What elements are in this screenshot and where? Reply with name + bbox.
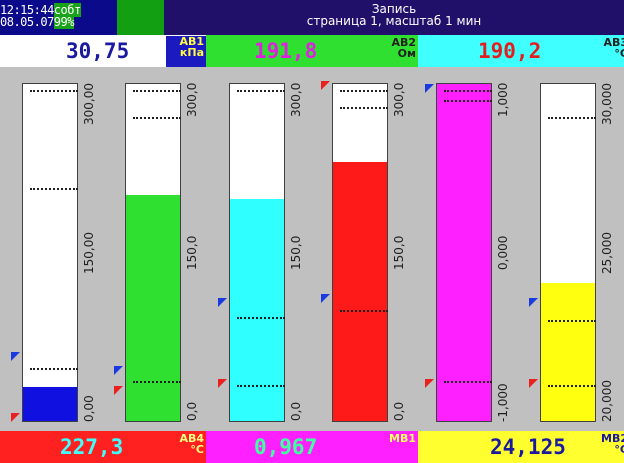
dotted-level-ab2 [133,116,181,119]
tag-ab3-name: АВ3 [603,36,624,49]
tag-mb2-name: МВ2 [601,432,624,445]
value-ab1: 30,75 [66,39,130,63]
scale-label-ab3: 150,0 [289,235,303,270]
dotted-level-ab4 [340,310,388,313]
alarm-high-marker-ab2 [114,385,123,395]
alarm-low-marker-mb2 [529,297,538,307]
dotted-level-ab4 [340,89,388,92]
status-percent: 99% [53,15,74,29]
scale-label-ab1: 300,00 [82,83,96,125]
dotted-level-ab4 [340,106,388,109]
value-mb2: 24,125 [490,435,566,459]
value-cell-mb1[interactable]: 0,967 МВ1 [206,431,418,463]
dotted-level-ab1 [30,367,78,370]
value-cell-ab3[interactable]: 190,2 АВ3 °С [418,35,624,67]
tag-mb1-name: МВ1 [389,432,416,445]
scale-label-ab3: 300,0 [289,82,303,117]
scale-label-ab2: 150,0 [185,235,199,270]
value-ab4: 227,3 [60,435,124,459]
tag-ab4-name: АВ4 [179,432,204,445]
value-mb1: 0,967 [254,435,318,459]
alarm-low-marker-ab3 [218,297,227,307]
dotted-level-mb2 [548,320,596,323]
bar-mb1[interactable] [436,83,492,422]
bar-fill-ab3 [230,198,284,421]
scale-label-mb1: -1,000 [496,383,510,422]
page-title: Запись страница 1, масштаб 1 мин [164,3,624,27]
status-indicator [117,0,164,35]
scale-label-mb1: 1,000 [496,82,510,117]
alarm-low-marker-ab4 [321,294,330,304]
dotted-level-ab1 [30,89,78,92]
tag-ab1-name: АВ1 [179,35,204,48]
title-line-2: страница 1, масштаб 1 мин [306,14,482,28]
alarm-high-marker-mb2 [529,379,538,389]
scale-label-ab3: 0,0 [289,402,303,422]
time-readout: 12:15:44 [0,3,54,17]
dotted-level-ab3 [237,89,285,92]
clock-panel: 12:15:44собт 08.05.0799% [0,0,117,35]
status-word: собт [53,3,81,17]
scale-label-mb2: 20,000 [600,380,614,422]
value-cell-ab2[interactable]: 191,8 АВ2 Ом [206,35,418,67]
scale-label-mb2: 30,000 [600,83,614,125]
bar-fill-ab4 [333,161,387,421]
dotted-level-mb2 [548,116,596,119]
tag-ab3-unit: °С [614,47,624,60]
value-cell-ab1[interactable]: 30,75 АВ1 кПа [0,35,206,67]
tag-ab1: АВ1 кПа [166,36,206,67]
scale-label-ab2: 0,0 [185,402,199,422]
tag-ab2: АВ2 Ом [391,37,416,59]
title-line-1: Запись [371,2,417,16]
dotted-level-ab3 [237,316,285,319]
scale-label-ab1: 150,00 [82,231,96,274]
scale-label-ab4: 150,0 [392,235,406,270]
bar-fill-ab1 [23,387,77,421]
alarm-high-marker-ab1 [11,413,20,422]
value-cell-ab4[interactable]: 227,3 АВ4 °С [0,431,206,463]
alarm-low-marker-ab2 [114,365,123,375]
tag-ab2-name: АВ2 [391,36,416,49]
scale-label-ab4: 300,0 [392,82,406,117]
bargraph-area: 0,00 150,00 300,00 0,0 150,0 300,0 0,0 150,0 300… [0,67,624,430]
dotted-level-mb2 [548,384,596,387]
scale-label-ab4: 0,0 [392,402,406,422]
alarm-high-marker-ab4 [321,80,330,90]
alarm-low-marker-mb1 [425,84,434,94]
bar-ab2[interactable] [125,83,181,422]
tag-ab2-unit: Ом [397,47,416,60]
alarm-high-marker-ab3 [218,379,227,389]
date-readout: 08.05.07 [0,15,54,29]
tag-mb2-unit: °С [614,443,624,456]
value-ab3: 190,2 [478,39,542,63]
bar-fill-mb2 [541,282,595,421]
tag-mb2: МВ2 °С [601,433,624,455]
dotted-level-mb1 [444,89,492,92]
scale-label-mb2: 25,000 [600,231,614,274]
dotted-level-ab1 [30,188,78,191]
alarm-high-marker-mb1 [425,379,434,389]
scale-label-ab2: 300,0 [185,82,199,117]
tag-ab4: АВ4 °С [179,433,204,455]
value-cell-mb2[interactable]: 24,125 МВ2 °С [418,431,624,463]
tag-ab4-unit: °С [190,443,204,456]
bar-mb2[interactable] [540,83,596,422]
tag-mb1: МВ1 [389,433,416,444]
tag-ab1-unit: кПа [179,46,204,59]
scale-label-mb1: 0,000 [496,235,510,270]
bar-fill-ab2 [126,195,180,421]
tag-ab3: АВ3 °С [603,37,624,59]
bar-ab4[interactable] [332,83,388,422]
bar-fill-mb1 [437,84,491,421]
dotted-level-mb1 [444,381,492,384]
bar-ab1[interactable] [22,83,78,422]
bar-ab3[interactable] [229,83,285,422]
dotted-level-mb1 [444,99,492,102]
dotted-level-ab2 [133,381,181,384]
alarm-low-marker-ab1 [11,351,20,361]
dotted-level-ab3 [237,384,285,387]
value-ab2: 191,8 [254,39,318,63]
dotted-level-ab2 [133,89,181,92]
scale-label-ab1: 0,00 [82,395,96,422]
